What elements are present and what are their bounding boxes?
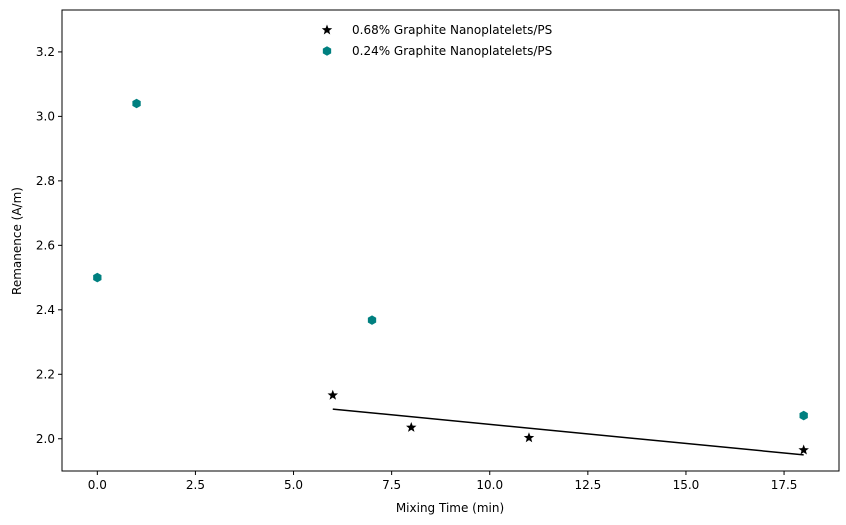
series-2-point [799,410,808,421]
x-tick-label: 5.0 [284,478,303,492]
trend-line [332,408,804,456]
y-tick-label: 3.0 [36,109,55,123]
series-1-point [523,432,535,443]
y-axis-label: Remanence (A/m) [10,187,24,295]
legend-label: 0.24% Graphite Nanoplatelets/PS [352,44,552,58]
y-tick-label: 2.0 [36,432,55,446]
y-tick-label: 2.6 [36,238,55,252]
plot-area [61,9,840,472]
x-tick-label: 2.5 [186,478,205,492]
x-tick-label: 15.0 [673,478,700,492]
y-axis: 2.0 2.2 2.4 2.6 2.8 3.0 3.2 [36,45,62,446]
series-1-point [327,389,338,400]
x-tick-label: 7.5 [382,478,401,492]
legend-marker [322,46,332,56]
legend-label: 0.68% Graphite Nanoplatelets/PS [352,23,552,37]
x-axis: 0.0 2.5 5.0 7.5 10.0 12.5 15.0 17.5 [88,471,798,492]
series-2-point [93,272,102,283]
legend-marker [321,24,333,35]
series-1-point [406,421,417,432]
x-axis-label: Mixing Time (min) [396,501,504,515]
x-tick-label: 0.0 [88,478,107,492]
y-tick-label: 2.8 [36,174,55,188]
series-1-point [798,444,809,455]
series-2-point [132,98,141,109]
y-tick-label: 2.4 [36,303,55,317]
y-tick-label: 2.2 [36,367,55,381]
y-tick-label: 3.2 [36,45,55,59]
data-marks [93,98,809,456]
series-2-point [367,315,377,325]
x-tick-label: 12.5 [574,478,601,492]
x-tick-label: 17.5 [771,478,798,492]
x-tick-label: 10.0 [476,478,503,492]
legend: 0.68% Graphite Nanoplatelets/PS 0.24% Gra… [321,23,552,58]
